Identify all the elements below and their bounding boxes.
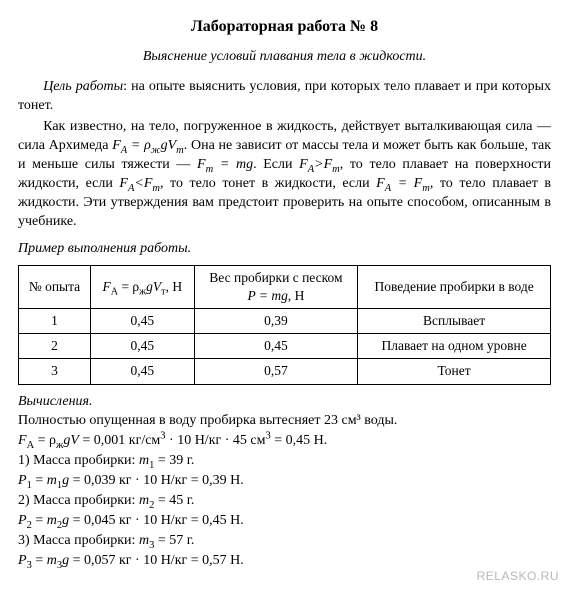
calc-heading: Вычисления. xyxy=(18,393,551,412)
formula-fa: FА = ρжgVт xyxy=(112,138,184,153)
theory-1e: , то тело тонет в жидкости, если xyxy=(160,176,376,191)
cell-p: 0,45 xyxy=(194,334,358,359)
watermark: RELASKO.RU xyxy=(477,568,559,584)
col-header-n: № опыта xyxy=(19,265,91,308)
formula-ft: Fт = mg xyxy=(197,157,253,172)
col-header-beh: Поведение пробирки в воде xyxy=(358,265,551,308)
calc-line-4: 2) Масса пробирки: m2 = 45 г. xyxy=(18,492,551,511)
page-subtitle: Выяснение условий плавания тела в жидкос… xyxy=(18,48,551,67)
theory-1c: . Если xyxy=(253,157,299,172)
formula-lt: FА<Fт xyxy=(119,176,160,191)
cell-beh: Всплывает xyxy=(358,308,551,333)
cell-fa: 0,45 xyxy=(91,359,195,384)
page-title: Лабораторная работа № 8 xyxy=(18,16,551,38)
goal-paragraph: Цель работы: на опыте выяснить условия, … xyxy=(18,78,551,116)
cell-n: 1 xyxy=(19,308,91,333)
cell-beh: Плавает на одном уровне xyxy=(358,334,551,359)
formula-eq: FА = Fт xyxy=(376,176,430,191)
calc-line-7: P3 = m3g = 0,057 кг · 10 Н/кг = 0,57 Н. xyxy=(18,552,551,571)
formula-gt: FА>Fт xyxy=(299,157,340,172)
calc-line-3: P1 = m1g = 0,039 кг · 10 Н/кг = 0,39 Н. xyxy=(18,472,551,491)
table-row: 2 0,45 0,45 Плавает на одном уровне xyxy=(19,334,551,359)
col-header-p-line1: Вес пробирки с песком xyxy=(201,269,352,287)
results-table: № опыта FА = ρжgVт, Н Вес пробирки с пес… xyxy=(18,265,551,385)
col-header-p: Вес пробирки с песком P = mg, Н xyxy=(194,265,358,308)
goal-label: Цель работы xyxy=(43,79,123,94)
calc-line-1: FА = ρжgV = 0,001 кг/см3 · 10 Н/кг · 45 … xyxy=(18,432,551,451)
cell-n: 3 xyxy=(19,359,91,384)
table-header-row: № опыта FА = ρжgVт, Н Вес пробирки с пес… xyxy=(19,265,551,308)
example-heading: Пример выполнения работы. xyxy=(18,240,551,259)
cell-fa: 0,45 xyxy=(91,334,195,359)
cell-n: 2 xyxy=(19,334,91,359)
calc-line-2: 1) Масса пробирки: m1 = 39 г. xyxy=(18,452,551,471)
cell-beh: Тонет xyxy=(358,359,551,384)
col-header-fa: FА = ρжgVт, Н xyxy=(91,265,195,308)
table-row: 3 0,45 0,57 Тонет xyxy=(19,359,551,384)
calc-line-5: P2 = m2g = 0,045 кг · 10 Н/кг = 0,45 Н. xyxy=(18,512,551,531)
cell-p: 0,39 xyxy=(194,308,358,333)
table-row: 1 0,45 0,39 Всплывает xyxy=(19,308,551,333)
cell-fa: 0,45 xyxy=(91,308,195,333)
calc-line-0: Полностью опущенная в воду пробирка выте… xyxy=(18,412,551,431)
col-header-p-line2: P = mg, Н xyxy=(201,287,352,305)
calc-line-6: 3) Масса пробирки: m3 = 57 г. xyxy=(18,532,551,551)
theory-paragraph: Как известно, на тело, погруженное в жид… xyxy=(18,118,551,231)
cell-p: 0,57 xyxy=(194,359,358,384)
